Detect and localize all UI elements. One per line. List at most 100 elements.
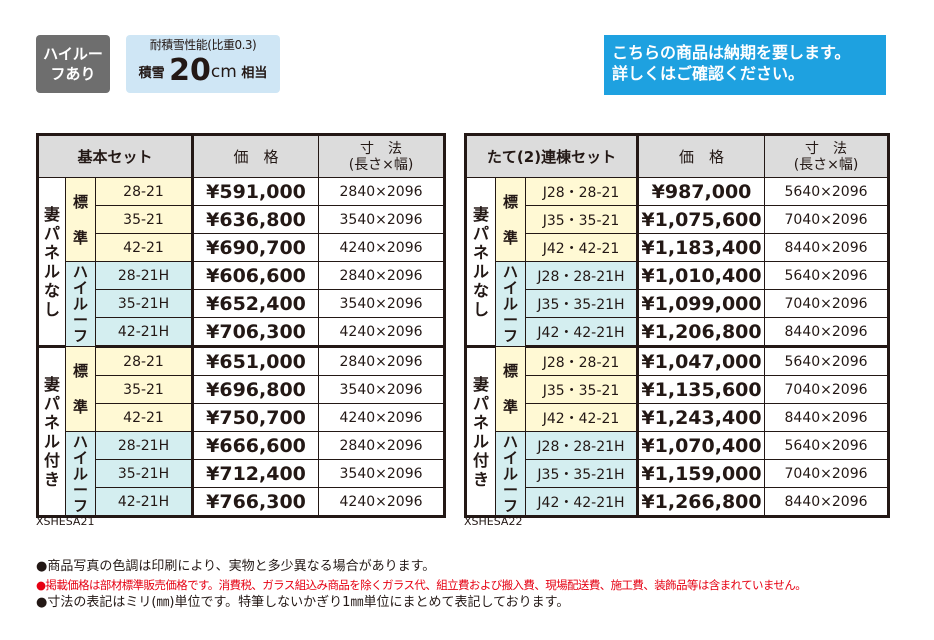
header-row: たて(2)連棟セット価 格寸 法 (長さ×幅) <box>464 134 890 178</box>
table-row: ハイルーフ 28-21H ¥606,600 2840×2096 <box>38 261 446 347</box>
size-cell: 5640×2096 <box>764 261 890 290</box>
price-cell: ¥1,206,800 <box>636 317 766 348</box>
roof-type-label: 標準 <box>495 346 526 432</box>
roof-type-label: 標準 <box>495 177 526 262</box>
price-cell: ¥1,075,600 <box>636 205 766 234</box>
model-cell: 28-21H <box>94 261 194 290</box>
set-title: 基本セット <box>36 134 194 178</box>
set-title: たて(2)連棟セット <box>464 134 639 178</box>
size-cell: 4240×2096 <box>318 233 446 262</box>
size-cell: 5640×2096 <box>764 177 890 206</box>
price-cell: ¥1,010,400 <box>636 261 766 290</box>
roof-type-label: ハイルーフ <box>65 261 96 347</box>
price-cell: ¥750,700 <box>191 403 320 432</box>
snow-prefix: 積雪 <box>138 66 165 81</box>
product-code: XSHESA21 <box>36 515 95 528</box>
model-cell: J42・42-21 <box>524 233 639 262</box>
size-cell: 3540×2096 <box>318 205 446 234</box>
notice-line: 詳しくはご確認ください。 <box>612 64 805 83</box>
roof-type-label: ハイルーフ <box>495 431 526 517</box>
price-cell: ¥1,135,600 <box>636 375 766 404</box>
snow-unit: cm <box>210 62 237 82</box>
model-cell: 42-21H <box>94 487 194 518</box>
size-header-sub: (長さ×幅) <box>348 156 414 173</box>
size-cell: 4240×2096 <box>318 487 446 518</box>
price-cell: ¥766,300 <box>191 487 320 518</box>
price-cell: ¥987,000 <box>636 177 766 206</box>
price-cell: ¥606,600 <box>191 261 320 290</box>
lead-time-notice: こちらの商品は納期を要します。 詳しくはご確認ください。 <box>604 35 886 95</box>
table-row: J42・42-21 ¥1,243,400 8440×2096 <box>466 403 890 432</box>
size-header: 寸 法 (長さ×幅) <box>318 134 446 178</box>
table-row: J42・42-21H ¥1,266,800 8440×2096 <box>466 487 890 518</box>
roof-type-label: ハイルーフ <box>495 261 526 347</box>
size-cell: 8440×2096 <box>764 317 890 348</box>
size-cell: 8440×2096 <box>764 233 890 262</box>
model-cell: J35・35-21H <box>524 289 639 318</box>
model-cell: 35-21H <box>94 459 194 488</box>
size-cell: 2840×2096 <box>318 346 446 376</box>
size-cell: 3540×2096 <box>318 459 446 488</box>
high-roof-label: ハイルーフあり <box>43 45 103 83</box>
table-row: 35-21 ¥636,800 3540×2096 <box>38 205 446 234</box>
size-cell: 8440×2096 <box>764 487 890 518</box>
model-cell: J35・35-21 <box>524 205 639 234</box>
table-row: 35-21H ¥712,400 3540×2096 <box>38 459 446 488</box>
size-header-label: 寸 法 <box>805 140 848 157</box>
roof-type-label: ハイルーフ <box>65 431 96 517</box>
table-row: J35・35-21 ¥1,075,600 7040×2096 <box>466 205 890 234</box>
model-cell: J42・42-21H <box>524 317 639 348</box>
double-set-price-table: たて(2)連棟セット価 格寸 法 (長さ×幅) 妻パネルなし標準 J28・28-21 ¥… <box>464 133 891 518</box>
model-cell: J28・28-21H <box>524 261 639 290</box>
price-header: 価 格 <box>636 134 766 178</box>
price-cell: ¥651,000 <box>191 346 320 376</box>
basic-set-price-table: 基本セット価 格寸 法 (長さ×幅) 妻パネルなし標準 28-21 ¥591,000 28… <box>36 133 447 518</box>
model-cell: J28・28-21 <box>524 346 639 376</box>
size-cell: 5640×2096 <box>764 431 890 460</box>
model-cell: 42-21H <box>94 317 194 348</box>
model-cell: 35-21 <box>94 205 194 234</box>
model-cell: 42-21 <box>94 233 194 262</box>
panel-group-label: 妻パネルなし <box>465 177 496 348</box>
snow-value: 20 <box>169 53 211 88</box>
notes: ●商品写真の色調は印刷により、実物と多少異なる場合があります。 ●掲載価格は部材… <box>36 558 807 612</box>
notice-line: こちらの商品は納期を要します。 <box>612 43 851 62</box>
table-row: ハイルーフ J28・28-21H ¥1,010,400 5640×2096 <box>466 261 890 347</box>
model-cell: J28・28-21H <box>524 431 639 460</box>
table-row: 35-21H ¥652,400 3540×2096 <box>38 289 446 318</box>
price-cell: ¥712,400 <box>191 459 320 488</box>
size-cell: 2840×2096 <box>318 177 446 206</box>
size-cell: 3540×2096 <box>318 375 446 404</box>
model-cell: 35-21 <box>94 375 194 404</box>
model-cell: J28・28-21 <box>524 177 639 206</box>
note: ●商品写真の色調は印刷により、実物と多少異なる場合があります。 <box>36 559 436 574</box>
table-row: 42-21 ¥690,700 4240×2096 <box>38 233 446 262</box>
note-warning: ●掲載価格は部材標準販売価格です。消費税、ガラス組込み商品を除くガラス代、組立費… <box>36 578 807 592</box>
price-cell: ¥591,000 <box>191 177 320 206</box>
price-header: 価 格 <box>191 134 320 178</box>
model-cell: J35・35-21 <box>524 375 639 404</box>
table-row: ハイルーフ 28-21H ¥666,600 2840×2096 <box>38 431 446 517</box>
size-cell: 3540×2096 <box>318 289 446 318</box>
model-cell: 35-21H <box>94 289 194 318</box>
price-cell: ¥1,099,000 <box>636 289 766 318</box>
roof-type-label: 標準 <box>65 346 96 432</box>
size-header-label: 寸 法 <box>360 140 403 157</box>
model-cell: 28-21 <box>94 177 194 206</box>
note: ●寸法の表記はミリ(㎜)単位です。特筆しないかぎり1㎜単位にまとめて表記しており… <box>36 595 570 610</box>
price-cell: ¥666,600 <box>191 431 320 460</box>
size-cell: 7040×2096 <box>764 459 890 488</box>
price-cell: ¥1,047,000 <box>636 346 766 376</box>
price-cell: ¥1,243,400 <box>636 403 766 432</box>
high-roof-badge: ハイルーフあり <box>36 35 110 93</box>
model-cell: 28-21 <box>94 346 194 376</box>
size-cell: 4240×2096 <box>318 403 446 432</box>
size-header: 寸 法 (長さ×幅) <box>764 134 890 178</box>
price-cell: ¥1,266,800 <box>636 487 766 518</box>
price-cell: ¥1,070,400 <box>636 431 766 460</box>
panel-group-label: 妻パネルなし <box>37 177 66 348</box>
snow-suffix: 相当 <box>241 66 268 81</box>
price-cell: ¥696,800 <box>191 375 320 404</box>
table-row: ハイルーフ J28・28-21H ¥1,070,400 5640×2096 <box>466 431 890 517</box>
table-row: 42-21H ¥706,300 4240×2096 <box>38 317 446 348</box>
